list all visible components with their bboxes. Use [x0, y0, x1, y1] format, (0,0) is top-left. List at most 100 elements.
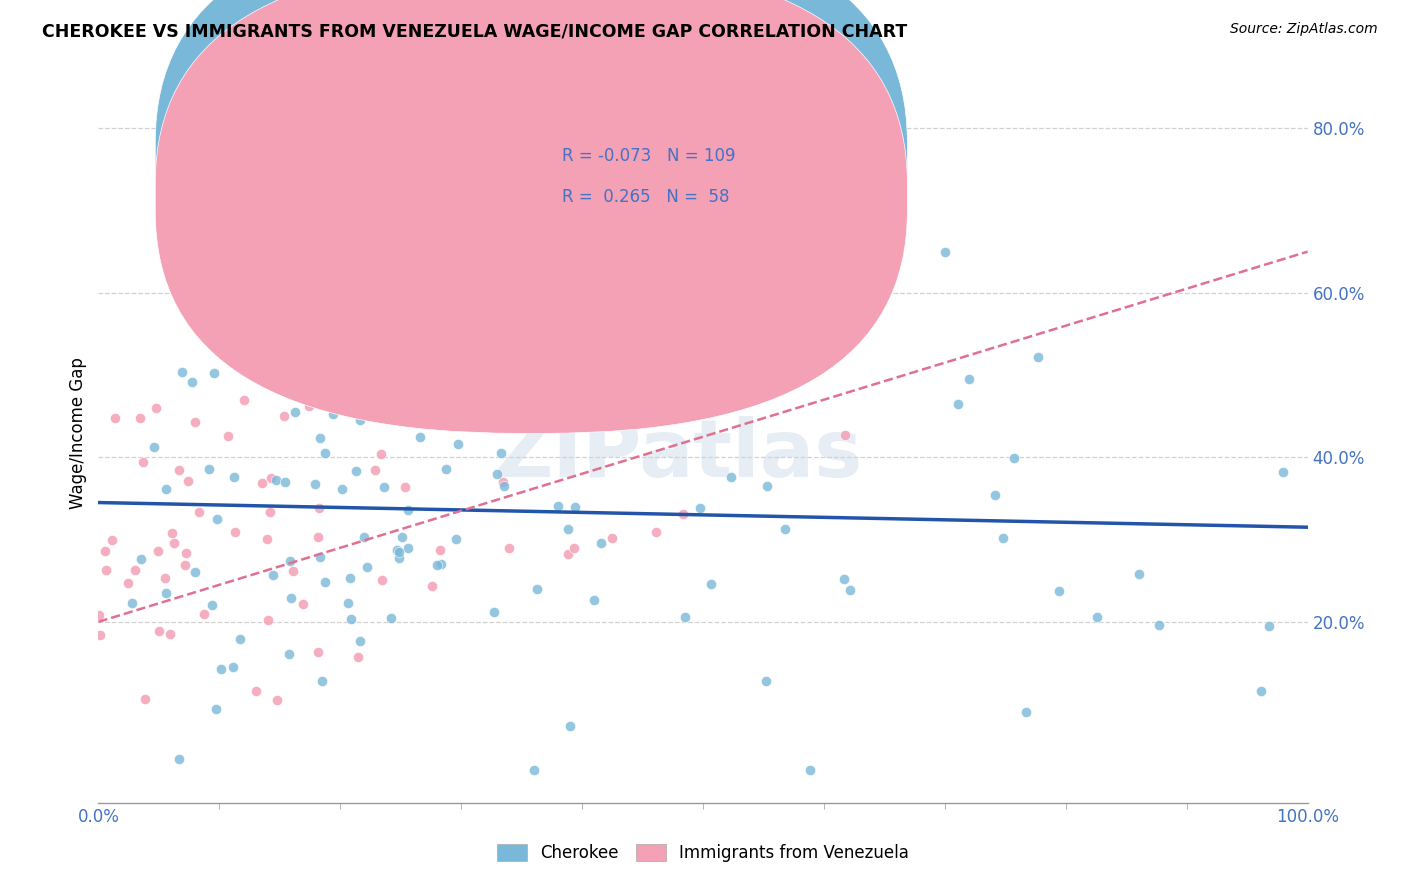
Point [101, 533, 124, 548]
Text: Source: ZipAtlas.com: Source: ZipAtlas.com [1230, 22, 1378, 37]
Point [673, 610, 696, 624]
Point [163, 536, 186, 550]
Point [336, 596, 359, 610]
Point [429, 558, 451, 572]
Text: R = -0.073   N = 109: R = -0.073 N = 109 [561, 146, 735, 165]
Point [146, 544, 169, 558]
Point [380, 610, 402, 624]
Point [494, 336, 516, 351]
Point [523, 763, 546, 777]
Point [720, 470, 742, 484]
Point [245, 684, 267, 698]
Point [526, 582, 548, 596]
Point [481, 411, 503, 425]
Point [388, 550, 411, 565]
Point [773, 522, 796, 536]
Point [201, 598, 224, 612]
Point [128, 410, 150, 425]
Point [339, 571, 361, 585]
Point [307, 530, 329, 544]
Point [391, 530, 413, 544]
Point [193, 607, 215, 621]
Point [94, 563, 117, 577]
Point [1002, 450, 1025, 465]
Point [314, 575, 336, 590]
Point [349, 634, 371, 648]
Point [221, 660, 243, 674]
Point [799, 763, 821, 777]
Point [240, 293, 263, 308]
Point [832, 572, 855, 586]
Point [174, 546, 197, 560]
Point [1015, 705, 1038, 719]
Point [692, 203, 714, 218]
Point [205, 512, 228, 526]
Point [396, 503, 419, 517]
Point [184, 415, 207, 429]
Point [353, 530, 375, 544]
Point [420, 579, 443, 593]
Point [492, 475, 515, 490]
Point [492, 479, 515, 493]
Y-axis label: Wage/Income Gap: Wage/Income Gap [69, 357, 87, 508]
Point [322, 407, 344, 421]
Point [229, 347, 252, 361]
Point [340, 612, 363, 626]
Point [756, 479, 779, 493]
Point [273, 346, 295, 360]
Point [1085, 610, 1108, 624]
FancyBboxPatch shape [498, 126, 855, 226]
Point [672, 507, 695, 521]
Point [498, 541, 520, 555]
Point [145, 401, 167, 415]
Point [934, 244, 956, 259]
Point [264, 473, 287, 487]
Point [751, 303, 773, 318]
Point [582, 593, 605, 607]
FancyBboxPatch shape [155, 0, 907, 392]
Point [184, 195, 207, 210]
Point [591, 535, 613, 549]
FancyBboxPatch shape [155, 0, 907, 434]
Point [557, 522, 579, 536]
Point [188, 505, 211, 519]
Point [388, 544, 411, 558]
Point [408, 430, 430, 444]
Point [143, 441, 166, 455]
Point [209, 662, 232, 676]
Point [155, 586, 177, 600]
Point [344, 464, 367, 478]
Point [229, 632, 252, 646]
Point [174, 558, 197, 573]
Point [311, 673, 333, 688]
Point [309, 550, 332, 565]
Point [426, 558, 449, 572]
Point [434, 462, 457, 476]
Point [957, 372, 980, 386]
Point [1026, 350, 1049, 364]
Point [148, 624, 170, 638]
Point [309, 432, 332, 446]
Point [600, 384, 623, 398]
Point [89, 607, 111, 622]
Point [330, 482, 353, 496]
Point [834, 427, 856, 442]
Point [283, 564, 305, 578]
Point [347, 649, 370, 664]
Point [132, 454, 155, 468]
Point [204, 702, 226, 716]
Point [256, 532, 278, 546]
Point [689, 501, 711, 516]
Point [547, 499, 569, 513]
Point [558, 719, 581, 733]
Point [634, 380, 657, 394]
Point [373, 480, 395, 494]
Point [260, 471, 283, 485]
Text: R =  0.265   N =  58: R = 0.265 N = 58 [561, 188, 730, 206]
Point [1128, 566, 1150, 581]
Point [184, 565, 207, 579]
Point [600, 531, 623, 545]
Point [308, 500, 330, 515]
Point [256, 613, 278, 627]
Point [838, 583, 860, 598]
